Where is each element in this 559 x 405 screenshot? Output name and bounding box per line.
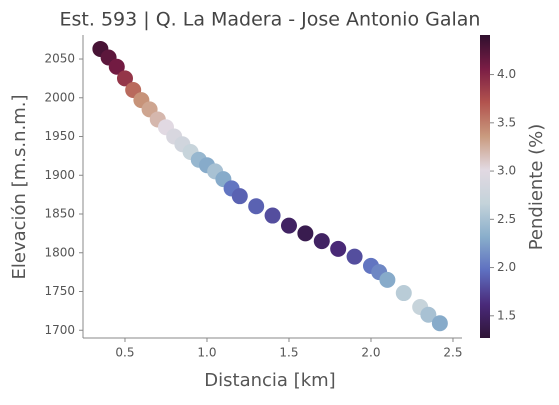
y-tick-label: 2000 bbox=[44, 90, 75, 104]
colorbar-label: Pendiente (%) bbox=[526, 124, 547, 251]
x-axis-label: Distancia [km] bbox=[204, 370, 335, 391]
chart-title: Est. 593 | Q. La Madera - Jose Antonio G… bbox=[60, 9, 481, 31]
x-tick-label: 2.5 bbox=[443, 346, 462, 360]
colorbar bbox=[480, 35, 490, 338]
y-axis-label: Elevación [m.s.n.m.] bbox=[9, 95, 30, 280]
y-tick-label: 1750 bbox=[44, 284, 75, 298]
y-tick-label: 2050 bbox=[44, 52, 75, 66]
y-tick-label: 1950 bbox=[44, 129, 75, 143]
point bbox=[108, 58, 125, 75]
point bbox=[248, 198, 265, 215]
colorbar-tick-label: 2.5 bbox=[497, 212, 516, 226]
point bbox=[346, 248, 363, 265]
y-tick-label: 1900 bbox=[44, 168, 75, 182]
point bbox=[420, 306, 437, 323]
colorbar-tick-label: 1.5 bbox=[497, 308, 516, 322]
x-tick-label: 0.5 bbox=[115, 346, 134, 360]
point bbox=[379, 271, 396, 288]
x-tick-label: 2.0 bbox=[361, 346, 380, 360]
point bbox=[280, 217, 297, 234]
colorbar-tick-label: 4.0 bbox=[497, 67, 516, 81]
point bbox=[116, 70, 133, 87]
colorbar-tick-label: 3.0 bbox=[497, 164, 516, 178]
y-tick-label: 1700 bbox=[44, 323, 75, 337]
y-tick-label: 1850 bbox=[44, 207, 75, 221]
point bbox=[330, 240, 347, 257]
point bbox=[264, 207, 281, 224]
point bbox=[297, 225, 314, 242]
point bbox=[313, 233, 330, 250]
point bbox=[231, 188, 248, 205]
point bbox=[431, 315, 448, 332]
colorbar-tick-label: 3.5 bbox=[497, 115, 516, 129]
colorbar-tick-label: 2.0 bbox=[497, 260, 516, 274]
x-tick-label: 1.0 bbox=[197, 346, 216, 360]
y-tick-label: 1800 bbox=[44, 245, 75, 259]
point bbox=[395, 285, 412, 302]
x-tick-label: 1.5 bbox=[279, 346, 298, 360]
